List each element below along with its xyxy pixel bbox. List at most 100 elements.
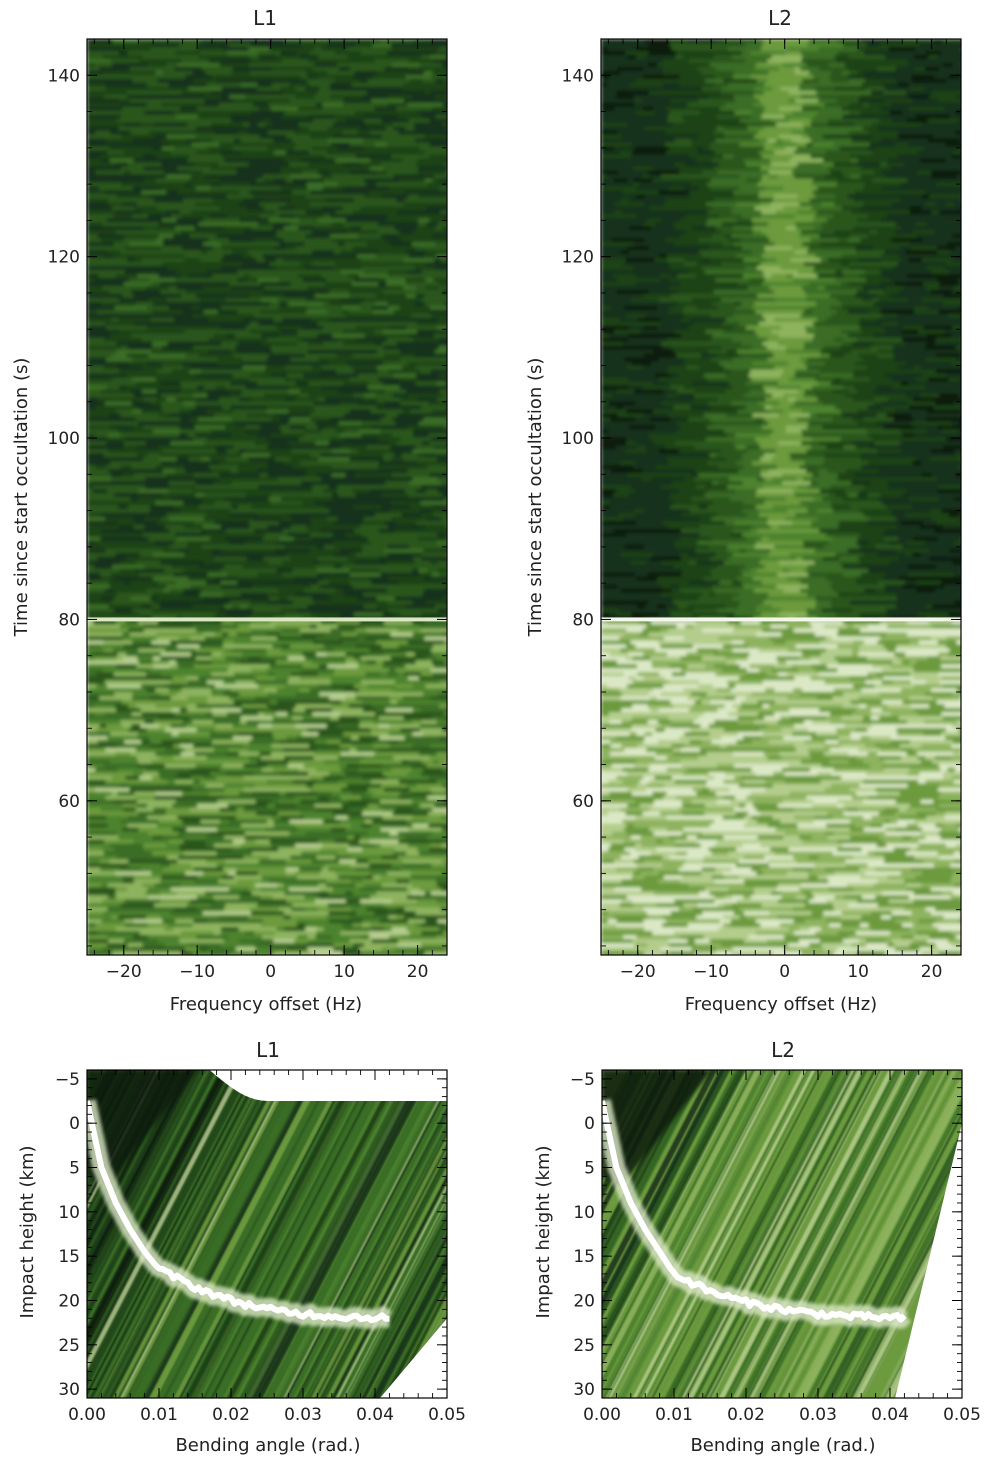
texture-cell	[662, 82, 681, 88]
texture-cell	[249, 739, 282, 746]
texture-cell	[261, 341, 280, 347]
texture-cell	[177, 62, 193, 69]
texture-cell	[353, 174, 370, 180]
texture-cell	[180, 94, 206, 100]
texture-cell	[427, 46, 440, 53]
texture-cell	[387, 301, 416, 308]
texture-cell	[336, 285, 370, 292]
texture-cell	[673, 162, 686, 168]
texture-cell	[359, 126, 387, 132]
texture-cell	[271, 743, 293, 750]
texture-cell	[359, 357, 379, 363]
texture-cell	[298, 867, 323, 873]
texture-cell	[87, 349, 118, 355]
texture-cell	[313, 401, 341, 407]
texture-cell	[179, 425, 196, 431]
texture-cell	[239, 895, 262, 901]
texture-cell	[849, 154, 876, 160]
texture-cell	[210, 90, 240, 96]
texture-cell	[617, 42, 650, 49]
texture-cell	[387, 907, 397, 913]
texture-cell	[312, 536, 326, 543]
texture-cell	[254, 528, 284, 535]
texture-cell	[142, 389, 158, 395]
texture-cell	[413, 433, 430, 439]
texture-cell	[601, 150, 621, 156]
texture-cell	[308, 54, 320, 61]
texture-cell	[181, 214, 212, 220]
texture-cell	[334, 357, 361, 363]
texture-cell	[420, 632, 445, 638]
texture-cell	[412, 289, 444, 296]
texture-cell	[238, 90, 264, 96]
texture-cell	[258, 899, 288, 905]
texture-cell	[274, 548, 311, 554]
texture-cell	[406, 851, 420, 857]
texture-cell	[205, 580, 222, 586]
texture-cell	[106, 218, 142, 224]
texture-cell	[764, 82, 801, 88]
texture-cell	[97, 110, 132, 116]
texture-cell	[206, 755, 240, 762]
texture-cell	[364, 333, 392, 339]
texture-cell	[252, 791, 280, 797]
texture-cell	[901, 39, 935, 45]
texture-cell	[356, 254, 378, 260]
texture-cell	[284, 377, 321, 383]
texture-cell	[439, 178, 447, 184]
texture-cell	[87, 317, 113, 323]
texture-cell	[362, 919, 381, 925]
texture-cell	[925, 190, 943, 196]
texture-cell	[153, 58, 183, 65]
texture-cell	[386, 911, 396, 917]
texture-cell	[899, 42, 921, 49]
texture-cell	[352, 246, 385, 252]
texture-cell	[341, 767, 360, 773]
texture-cell	[837, 150, 874, 156]
texture-cell	[165, 747, 186, 754]
texture-cell	[312, 262, 336, 268]
texture-cell	[236, 807, 245, 813]
texture-cell	[156, 931, 183, 937]
texture-cell	[248, 46, 271, 53]
texture-cell	[195, 134, 228, 140]
texture-cell	[87, 142, 113, 148]
texture-cell	[112, 377, 133, 383]
texture-cell	[299, 676, 332, 682]
texture-cell	[172, 803, 199, 809]
texture-cell	[441, 843, 447, 849]
texture-cell	[340, 86, 371, 92]
texture-cell	[361, 421, 397, 427]
texture-cell	[880, 162, 888, 168]
texture-cell	[785, 50, 802, 57]
texture-cell	[386, 600, 414, 606]
texture-cell	[368, 859, 404, 865]
texture-cell	[96, 799, 115, 805]
texture-cell	[397, 855, 428, 861]
texture-cell	[103, 337, 125, 343]
texture-cell	[308, 528, 321, 535]
texture-cell	[419, 803, 436, 809]
texture-cell	[87, 345, 122, 351]
texture-cell	[601, 66, 619, 73]
texture-cell	[127, 258, 136, 264]
texture-cell	[293, 473, 307, 479]
texture-cell	[636, 186, 670, 192]
texture-cell	[439, 186, 447, 192]
texture-cell	[193, 345, 204, 351]
texture-cell	[165, 62, 179, 69]
texture-cell	[266, 405, 276, 411]
texture-cell	[405, 250, 427, 256]
texture-cell	[871, 194, 901, 200]
texture-cell	[358, 767, 393, 773]
texture-cell	[166, 807, 191, 813]
texture-cell	[443, 931, 447, 937]
texture-cell	[87, 313, 123, 319]
texture-cell	[240, 823, 275, 829]
texture-cell	[96, 269, 117, 276]
texture-cell	[87, 516, 107, 523]
texture-cell	[296, 337, 305, 343]
texture-cell	[387, 887, 409, 893]
texture-cell	[158, 580, 177, 586]
texture-cell	[437, 222, 447, 228]
